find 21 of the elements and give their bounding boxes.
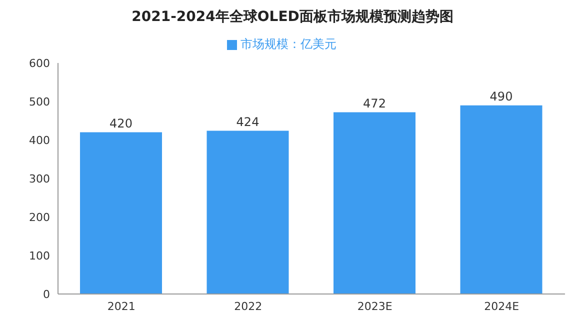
x-tick-label: 2022 [234,300,262,313]
x-tick-label: 2024E [484,300,520,313]
bar [206,130,289,294]
data-label: 420 [110,116,132,130]
y-tick-label: 200 [29,210,50,224]
y-tick-label: 0 [43,288,50,301]
x-tick-label: 2021 [107,300,136,313]
y-tick-label: 400 [29,134,50,147]
x-tick-label: 2023E [357,300,392,313]
y-tick-label: 100 [29,249,50,262]
y-tick-label: 300 [29,172,50,186]
data-label: 490 [490,89,513,104]
data-label: 424 [236,114,260,129]
bar [334,112,416,294]
y-tick-label: 600 [29,56,50,70]
chart-title: 2021-2024年全球OLED面板市场规模预测趋势图 [130,8,454,27]
legend-label: 市场规模：亿美元 [240,37,336,51]
y-tick-label: 500 [29,95,50,108]
bar [460,105,542,294]
data-label: 472 [363,96,386,110]
bar [80,132,162,294]
